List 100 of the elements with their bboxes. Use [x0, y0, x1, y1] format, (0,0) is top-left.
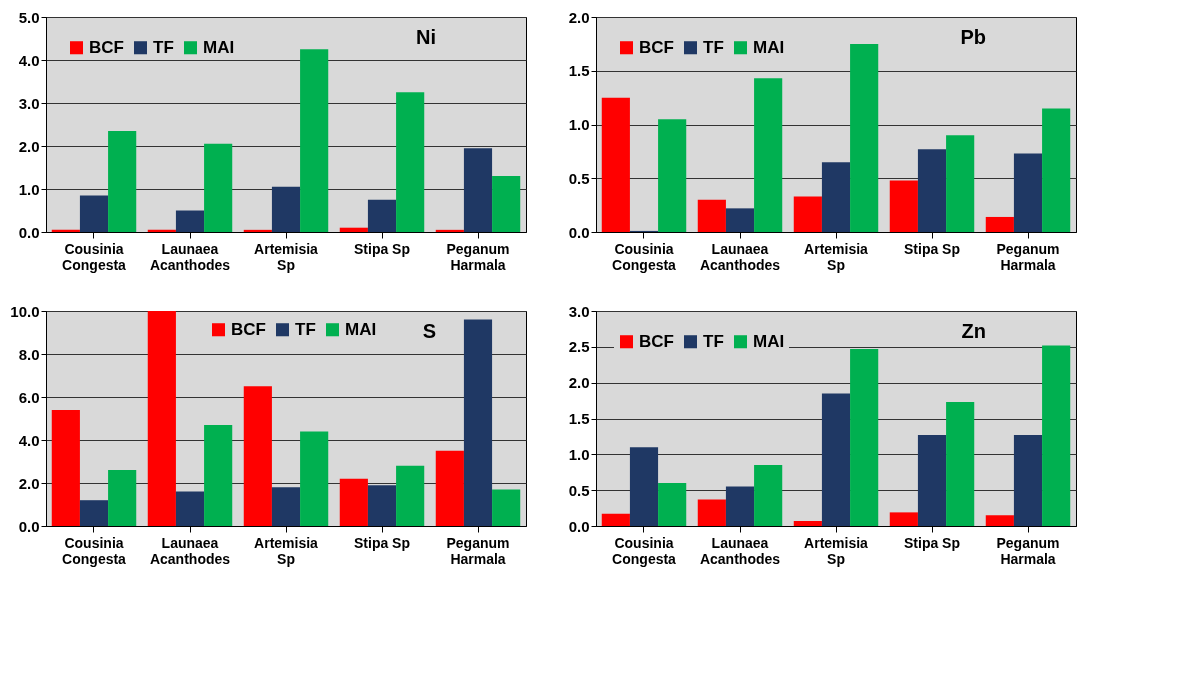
chart-title: Zn — [961, 320, 986, 342]
bar — [917, 434, 947, 526]
x-tick-label: Cousinia Congesta — [612, 240, 677, 273]
legend-label: TF — [295, 319, 316, 339]
bar — [339, 227, 368, 232]
x-tick-label: Cousinia Congesta — [612, 534, 677, 567]
bar — [793, 520, 822, 526]
y-tick-label: 1.0 — [568, 445, 590, 463]
y-tick-label: 2.0 — [18, 137, 40, 155]
bar — [243, 386, 272, 526]
x-tick-label: Launaea Acanthodes — [699, 534, 781, 567]
bar — [946, 135, 975, 232]
legend-label: MAI — [753, 37, 785, 57]
bar — [339, 478, 368, 526]
bar — [821, 393, 851, 526]
bar — [725, 486, 755, 526]
bar — [889, 180, 918, 232]
chart-title: Ni — [416, 26, 436, 48]
y-tick-label: 4.0 — [18, 51, 40, 69]
y-tick-label: 3.0 — [568, 302, 590, 320]
bar — [850, 43, 879, 232]
bar — [79, 195, 109, 232]
legend-label: MAI — [345, 319, 377, 339]
x-tick-label: Launaea Acanthodes — [149, 240, 231, 273]
bar — [1042, 345, 1071, 526]
y-tick-label: 0.0 — [568, 517, 590, 535]
y-tick-label: 0.0 — [18, 517, 40, 535]
bar — [1042, 108, 1071, 232]
bar — [51, 229, 80, 232]
bar — [367, 485, 397, 526]
bar — [985, 515, 1014, 526]
x-tick-label: Peganum Harmala — [996, 240, 1060, 273]
bar — [435, 450, 464, 526]
bar — [271, 186, 301, 232]
bar — [697, 499, 726, 526]
bar — [463, 148, 493, 232]
bar — [946, 402, 975, 526]
legend-label: TF — [153, 37, 174, 57]
y-tick-label: 1.0 — [568, 116, 590, 133]
bar — [725, 208, 755, 232]
y-tick-label: 3.0 — [18, 94, 40, 112]
bar — [396, 92, 425, 232]
x-tick-label: Cousinia Congesta — [62, 240, 127, 273]
bar — [697, 199, 726, 232]
legend-label: BCF — [231, 319, 266, 339]
chart-title: S — [422, 320, 436, 342]
x-tick-label: Launaea Acanthodes — [699, 240, 781, 273]
legend-label: TF — [703, 331, 724, 351]
y-tick-label: 2.5 — [568, 338, 590, 356]
x-tick-label: Artemisia Sp — [804, 534, 869, 567]
x-tick-label: Stipa Sp — [903, 240, 961, 257]
bar — [821, 162, 851, 232]
bar — [204, 424, 233, 526]
bar — [147, 229, 176, 232]
x-tick-label: Artemisia Sp — [254, 240, 319, 273]
y-tick-label: 0.0 — [18, 223, 40, 241]
x-tick-label: Stipa Sp — [903, 534, 961, 551]
x-tick-label: Peganum Harmala — [996, 534, 1060, 567]
y-tick-label: 0.5 — [568, 169, 590, 187]
chart-title: Pb — [960, 26, 986, 48]
bar — [51, 409, 80, 526]
bar — [601, 513, 630, 526]
bar — [367, 199, 397, 232]
bar — [492, 176, 521, 232]
bar — [1013, 434, 1043, 526]
bar — [300, 431, 329, 526]
legend-label: MAI — [203, 37, 235, 57]
y-tick-label: 2.0 — [568, 8, 590, 26]
x-tick-label: Stipa Sp — [353, 240, 411, 257]
bar — [658, 483, 687, 526]
bar — [917, 149, 947, 232]
bar — [435, 229, 464, 232]
y-tick-label: 4.0 — [18, 431, 40, 449]
bar — [175, 491, 205, 526]
legend-label: BCF — [639, 331, 674, 351]
bar — [629, 447, 659, 526]
x-tick-label: Cousinia Congesta — [62, 534, 127, 567]
bar — [243, 229, 272, 232]
bar — [754, 465, 783, 526]
y-tick-label: 2.0 — [18, 474, 40, 492]
bar — [985, 216, 1014, 232]
bar — [463, 319, 493, 526]
bar — [658, 119, 687, 232]
x-tick-label: Peganum Harmala — [446, 534, 510, 567]
y-tick-label: 0.5 — [568, 481, 590, 499]
bar — [492, 489, 521, 526]
y-tick-label: 10.0 — [10, 302, 40, 320]
bar — [754, 78, 783, 232]
legend-label: BCF — [89, 37, 124, 57]
y-tick-label: 1.5 — [568, 410, 590, 427]
bar — [396, 465, 425, 526]
y-tick-label: 1.0 — [18, 180, 40, 198]
legend-label: MAI — [753, 331, 785, 351]
y-tick-label: 1.5 — [568, 62, 590, 80]
x-tick-label: Launaea Acanthodes — [149, 534, 231, 567]
bar — [300, 49, 329, 232]
x-tick-label: Stipa Sp — [353, 534, 411, 551]
bar — [204, 143, 233, 232]
x-tick-label: Peganum Harmala — [446, 240, 510, 273]
bar — [175, 210, 205, 232]
